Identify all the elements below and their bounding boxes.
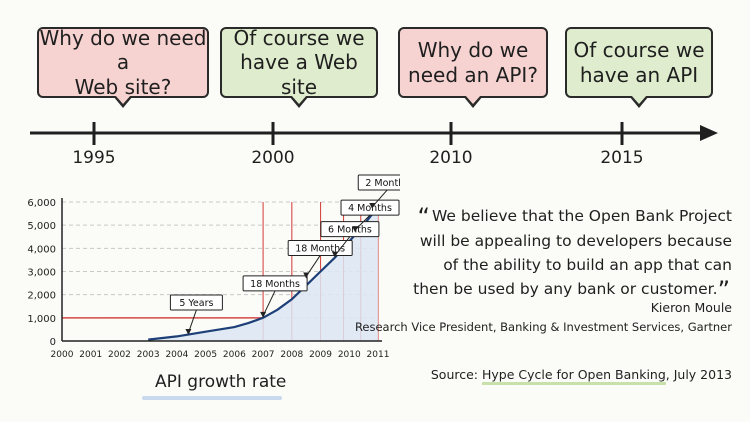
annotation-box — [242, 275, 308, 292]
x-tick-label: 2000 — [51, 350, 74, 360]
annotation-arrowhead — [260, 311, 267, 318]
x-tick-label: 2001 — [79, 350, 102, 360]
source-date: , July 2013 — [665, 367, 732, 382]
source-label: Source: — [430, 367, 479, 382]
annotation-leader — [371, 189, 388, 208]
annotation-label: 18 Months — [295, 243, 345, 254]
series-area — [148, 206, 378, 341]
y-tick-label: 3,000 — [27, 268, 56, 279]
x-tick-label: 2008 — [280, 350, 303, 360]
year-label-2010: 2010 — [429, 148, 473, 168]
caption-underline — [142, 396, 282, 400]
x-tick-label: 2009 — [309, 350, 332, 360]
timeline-arrowhead — [700, 125, 718, 141]
chart-caption: API growth rate — [155, 372, 287, 392]
close-quote-mark: ” — [717, 276, 730, 304]
timeline — [30, 122, 718, 145]
open-quote-mark: “ — [417, 203, 430, 231]
bubble-have-website: Of course we have a Web site — [220, 25, 378, 108]
x-tick-label: 2006 — [223, 350, 246, 360]
annotation-box — [320, 221, 380, 238]
annotation-arrowhead — [352, 226, 359, 233]
bubble-why-website: Why do we need a Web site? — [37, 25, 209, 108]
source-link[interactable]: Hype Cycle for Open Banking — [482, 367, 666, 385]
x-tick-label: 2005 — [194, 350, 217, 360]
annotation-label: 6 Months — [328, 225, 372, 236]
bubble-tail-fill — [631, 95, 647, 104]
api-growth-chart: 0 1,000 2,000 3,000 4,000 5,000 6,000 2000 2001 2… — [27, 174, 400, 360]
annotation-box — [169, 294, 223, 311]
x-tick-label: 2010 — [338, 350, 361, 360]
x-tick-label: 2004 — [165, 350, 188, 360]
y-tick-label: 1,000 — [27, 314, 56, 325]
year-label-2015: 2015 — [600, 148, 644, 168]
x-tick-label: 2007 — [252, 350, 275, 360]
annotation-label: 5 Years — [179, 298, 213, 309]
quote-author: Kieron Moule — [650, 300, 732, 315]
source-line: Source: Hype Cycle for Open Banking, Jul… — [430, 367, 732, 385]
annotation-arrowhead — [185, 328, 192, 335]
bubble-text: Why do we need an API? — [408, 38, 538, 87]
annotation-arrowhead — [303, 272, 310, 279]
y-tick-label: 2,000 — [27, 291, 56, 302]
annotation-leader — [262, 290, 276, 317]
annotation-arrowhead — [331, 251, 338, 258]
y-tick-label: 4,000 — [27, 244, 56, 255]
bubble-tail-fill — [465, 95, 481, 104]
year-label-2000: 2000 — [251, 148, 295, 168]
y-tick-label: 6,000 — [27, 198, 56, 209]
x-tick-label: 2002 — [108, 350, 131, 360]
annotation-label: 2 Months — [365, 178, 400, 189]
x-tick-label: 2003 — [137, 350, 160, 360]
y-tick-label: 5,000 — [27, 221, 56, 232]
annotation-arrowhead — [369, 202, 376, 209]
annotation-label: 18 Months — [250, 279, 300, 290]
bubble-text: Why do we need a Web site? — [39, 25, 207, 99]
year-label-1995: 1995 — [72, 148, 116, 168]
x-tick-label: 2011 — [367, 350, 390, 360]
y-tick-label: 0 — [50, 337, 56, 348]
bubble-text: Of course we have an API — [573, 38, 705, 87]
bubble-why-api: Why do we need an API? — [398, 27, 548, 108]
bubble-text: Of course we have a Web site — [233, 25, 365, 99]
annotation-label: 4 Months — [348, 203, 392, 214]
bubble-have-api: Of course we have an API — [565, 27, 713, 108]
annotation-box — [357, 174, 400, 191]
quote-author-title: Research Vice President, Banking & Inves… — [354, 320, 732, 334]
annotation-leader — [354, 214, 371, 231]
bubble-tail-fill — [115, 95, 131, 104]
bubble-tail-fill — [291, 95, 307, 104]
annotation-box — [340, 199, 400, 216]
quote-block: “We believe that the Open Bank Project w… — [410, 204, 732, 302]
quote-text: We believe that the Open Bank Project wi… — [413, 207, 732, 298]
